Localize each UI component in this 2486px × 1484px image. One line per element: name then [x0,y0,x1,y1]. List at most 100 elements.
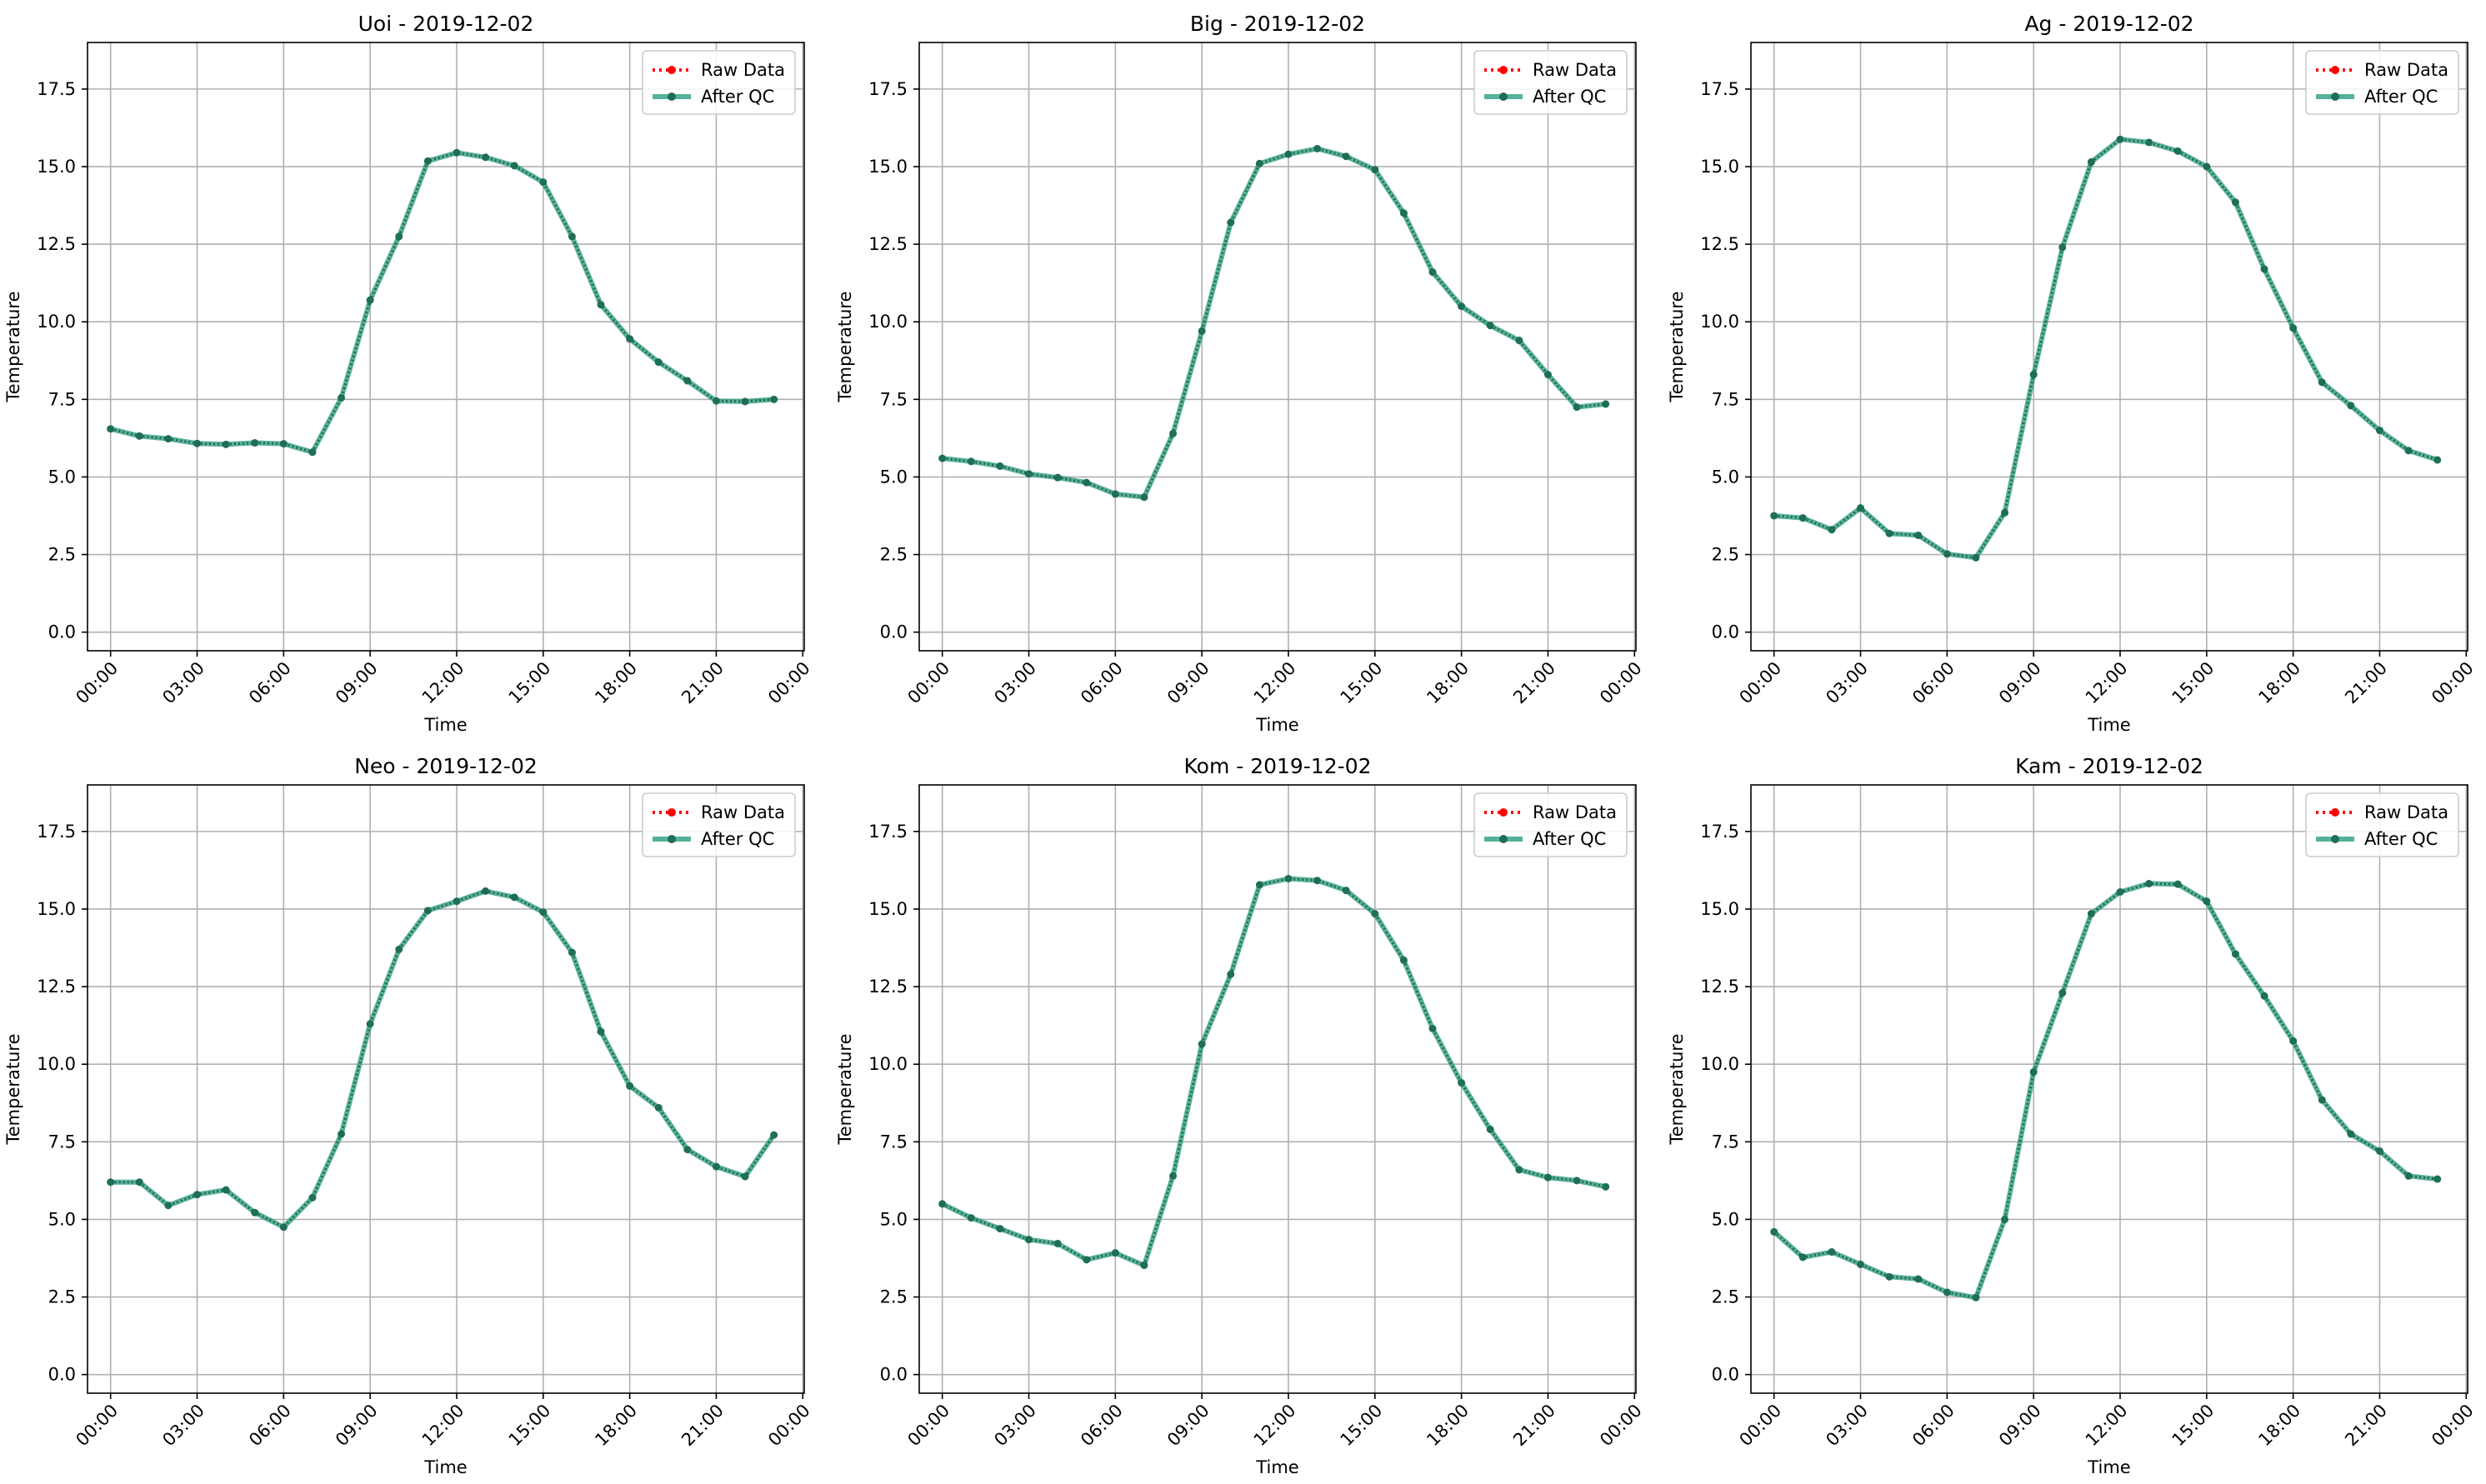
data-point [1857,504,1865,512]
data-point [222,440,230,448]
legend-label-after-qc: After QC [2364,829,2438,849]
data-point [712,1162,720,1171]
x-tick-label: 09:00 [1995,658,2045,708]
x-axis-label: Time [1255,1457,1298,1477]
x-tick-label: 15:00 [1337,1401,1387,1451]
y-tick-label: 10.0 [868,312,908,332]
series-line-after-qc [1771,881,2440,1301]
data-point [453,148,461,157]
data-point [2116,135,2124,143]
data-point [967,1214,975,1222]
data-point [164,1202,173,1210]
series-line-raw-data [942,147,1606,499]
x-tick-label: 12:00 [2082,1401,2132,1451]
data-point [222,1186,230,1194]
data-point [1342,152,1350,161]
legend-marker-raw-data [2331,66,2339,74]
data-point [1828,526,1836,534]
data-point [1227,970,1235,978]
y-tick-label: 12.5 [1700,234,1739,254]
data-point [2001,508,2009,517]
y-tick-label: 15.0 [37,899,76,919]
chart-panel-2: 0.0 2.5 5.0 7.5 10.0 12.5 15.0 17.5 00:00 03:00 06… [835,12,1646,735]
data-point [1198,1040,1206,1048]
legend-marker-after-qc [1499,92,1508,101]
legend-label-after-qc: After QC [1533,87,1606,107]
data-point [1399,956,1408,964]
data-point [1025,1236,1033,1244]
x-tick-label: 03:00 [158,1401,208,1451]
series-line-raw-data [1773,137,2438,559]
data-point [996,1225,1004,1233]
data-point [938,454,947,462]
x-tick-label: 00:00 [903,658,953,708]
data-point [597,1027,605,1036]
data-point [2289,1037,2298,1045]
data-point [1885,529,1893,537]
data-point [308,448,317,457]
x-tick-label: 00:00 [72,658,122,708]
legend-label-after-qc: After QC [1533,829,1606,849]
data-point [423,907,432,915]
y-tick-label: 2.5 [1712,545,1739,565]
data-point [2318,1096,2326,1104]
data-point [1284,150,1293,158]
chart-panel-5: 0.0 2.5 5.0 7.5 10.0 12.5 15.0 17.5 00:00 03:00 06… [835,754,1646,1477]
x-tick-label: 12:00 [2082,658,2132,708]
x-tick-label: 00:00 [903,1401,953,1451]
x-tick-label: 00:00 [2428,658,2478,708]
x-tick-label: 09:00 [332,1401,382,1451]
data-point [938,1200,947,1208]
legend-marker-raw-data [668,808,676,817]
x-tick-label: 21:00 [678,658,728,708]
data-point [1972,553,1980,562]
y-tick-label: 5.0 [880,467,908,487]
legend-label-raw-data: Raw Data [701,60,785,80]
data-point [1053,473,1062,482]
data-point [1342,887,1350,895]
data-point [2231,198,2239,207]
data-point [2145,138,2153,147]
legend-label-raw-data: Raw Data [2364,60,2448,80]
series-line-raw-data [1773,882,2438,1300]
y-axis-label: Temperature [1667,291,1687,402]
data-point [1399,209,1408,217]
y-axis-label: Temperature [835,291,855,402]
x-tick-label: 21:00 [1509,658,1559,708]
x-tick-label: 15:00 [2168,1401,2218,1451]
series-line-after-qc [939,876,1608,1268]
y-tick-label: 17.5 [37,822,76,842]
data-point [1255,881,1263,889]
x-tick-label: 06:00 [245,658,295,708]
x-tick-label: 18:00 [591,1401,641,1451]
y-tick-label: 10.0 [37,1054,76,1074]
data-point [1770,512,1778,520]
data-point [251,438,259,447]
data-point [2289,324,2298,332]
data-point [1313,144,1322,152]
data-point [741,1172,749,1181]
x-tick-label: 06:00 [1077,658,1127,708]
chart-panel-1: 0.0 2.5 5.0 7.5 10.0 12.5 15.0 17.5 00:00 03:00 06… [3,12,814,735]
x-tick-label: 00:00 [72,1401,122,1451]
x-tick-label: 09:00 [1163,1401,1213,1451]
y-tick-label: 10.0 [1700,312,1739,332]
data-point [107,1178,115,1187]
x-tick-label: 03:00 [990,658,1040,708]
data-point [1428,268,1437,277]
x-tick-label: 12:00 [418,658,468,708]
data-point [395,945,403,953]
data-point [2058,989,2067,997]
data-point [683,1146,692,1154]
data-point [1169,429,1178,437]
data-point [1857,1260,1865,1268]
x-tick-label: 15:00 [1337,658,1387,708]
x-tick-label: 03:00 [1822,1401,1872,1451]
data-point [482,153,490,162]
x-tick-label: 00:00 [1735,1401,1785,1451]
y-tick-label: 5.0 [1712,467,1739,487]
data-point [1972,1293,1980,1302]
data-point [366,296,374,304]
chart-title: Uoi - 2019-12-02 [358,12,534,36]
y-tick-label: 2.5 [48,545,76,565]
